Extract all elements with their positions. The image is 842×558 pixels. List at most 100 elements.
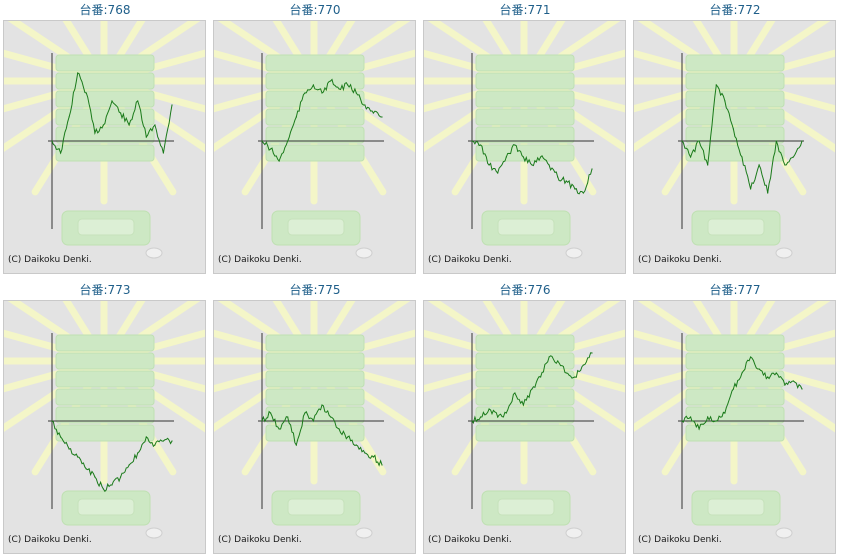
data-point	[321, 404, 323, 406]
data-point	[724, 100, 726, 102]
data-point	[540, 156, 542, 158]
copyright-text: (C) Daikoku Denki.	[8, 255, 92, 265]
machine-tray	[475, 352, 575, 370]
machine-tray	[475, 54, 575, 72]
copyright-text: (C) Daikoku Denki.	[218, 255, 302, 265]
data-point	[557, 176, 559, 178]
data-point	[137, 452, 139, 454]
data-point	[278, 160, 280, 162]
tray-inner	[77, 498, 135, 516]
copyright-text: (C) Daikoku Denki.	[218, 535, 302, 545]
data-point	[60, 436, 62, 438]
machine-tray	[475, 108, 575, 126]
machine-tray	[685, 352, 785, 370]
data-point	[60, 152, 62, 154]
machine-tray	[55, 424, 155, 442]
chart-panel: (C) Daikoku Denki.	[633, 300, 836, 554]
machine-tray	[55, 54, 155, 72]
copyright-text: (C) Daikoku Denki.	[638, 535, 722, 545]
data-point	[330, 80, 332, 82]
background-artwork	[424, 21, 625, 259]
data-point	[162, 440, 164, 442]
chart-svg	[214, 301, 415, 539]
machine-tray	[475, 72, 575, 90]
data-point	[750, 188, 752, 190]
chart-cell: 台番:773 (C) Daikoku Denki.	[0, 280, 210, 558]
chart-cell: 台番:771 (C) Daikoku Denki.	[420, 0, 630, 278]
coin-decoration	[145, 247, 163, 259]
data-point	[128, 464, 130, 466]
data-point	[681, 140, 683, 142]
data-point	[261, 140, 263, 142]
data-point	[514, 144, 516, 146]
data-point	[261, 420, 263, 422]
data-point	[330, 416, 332, 418]
data-point	[381, 464, 383, 466]
data-point	[471, 140, 473, 142]
data-point	[137, 100, 139, 102]
machine-tray	[55, 370, 155, 388]
data-point	[792, 380, 794, 382]
data-point	[514, 392, 516, 394]
data-point	[287, 416, 289, 418]
machine-tray	[265, 90, 365, 108]
data-point	[51, 140, 53, 142]
data-point	[488, 164, 490, 166]
data-point	[591, 352, 593, 354]
data-point	[767, 376, 769, 378]
data-point	[531, 164, 533, 166]
machine-tray	[685, 108, 785, 126]
coin-decoration	[775, 247, 793, 259]
data-point	[741, 372, 743, 374]
data-point	[741, 156, 743, 158]
chart-title: 台番:768	[79, 3, 131, 17]
copyright-text: (C) Daikoku Denki.	[8, 535, 92, 545]
data-point	[304, 412, 306, 414]
copyright-text: (C) Daikoku Denki.	[638, 255, 722, 265]
machine-tray	[55, 72, 155, 90]
data-point	[784, 384, 786, 386]
chart-svg	[634, 301, 835, 539]
machine-tray	[55, 126, 155, 144]
background-artwork	[214, 301, 415, 539]
data-point	[94, 476, 96, 478]
chart-svg	[424, 301, 625, 539]
data-point	[381, 116, 383, 118]
data-point	[792, 156, 794, 158]
data-point	[732, 128, 734, 130]
coin-decoration	[145, 527, 163, 539]
data-point	[784, 164, 786, 166]
data-point	[321, 92, 323, 94]
tray-inner	[497, 218, 555, 236]
data-point	[171, 104, 173, 106]
data-point	[51, 420, 53, 422]
data-point	[505, 156, 507, 158]
tray-inner	[707, 498, 765, 516]
data-point	[591, 168, 593, 170]
chart-svg	[634, 21, 835, 259]
machine-tray	[55, 334, 155, 352]
data-point	[171, 440, 173, 442]
data-point	[295, 444, 297, 446]
data-point	[372, 456, 374, 458]
data-point	[497, 172, 499, 174]
chart-cell: 台番:777 (C) Daikoku Denki.	[630, 280, 840, 558]
chart-svg	[4, 21, 205, 259]
machine-tray	[475, 370, 575, 388]
data-point	[154, 124, 156, 126]
chart-cell: 台番:776 (C) Daikoku Denki.	[420, 280, 630, 558]
data-point	[750, 356, 752, 358]
data-point	[102, 124, 104, 126]
background-artwork	[4, 301, 205, 539]
tray-inner	[287, 218, 345, 236]
data-point	[312, 420, 314, 422]
data-point	[531, 388, 533, 390]
machine-tray	[55, 406, 155, 424]
data-point	[690, 156, 692, 158]
data-point	[574, 188, 576, 190]
data-point	[582, 192, 584, 194]
machine-tray	[685, 370, 785, 388]
machine-tray	[265, 370, 365, 388]
data-point	[162, 152, 164, 154]
chart-cell: 台番:772 (C) Daikoku Denki.	[630, 0, 840, 278]
